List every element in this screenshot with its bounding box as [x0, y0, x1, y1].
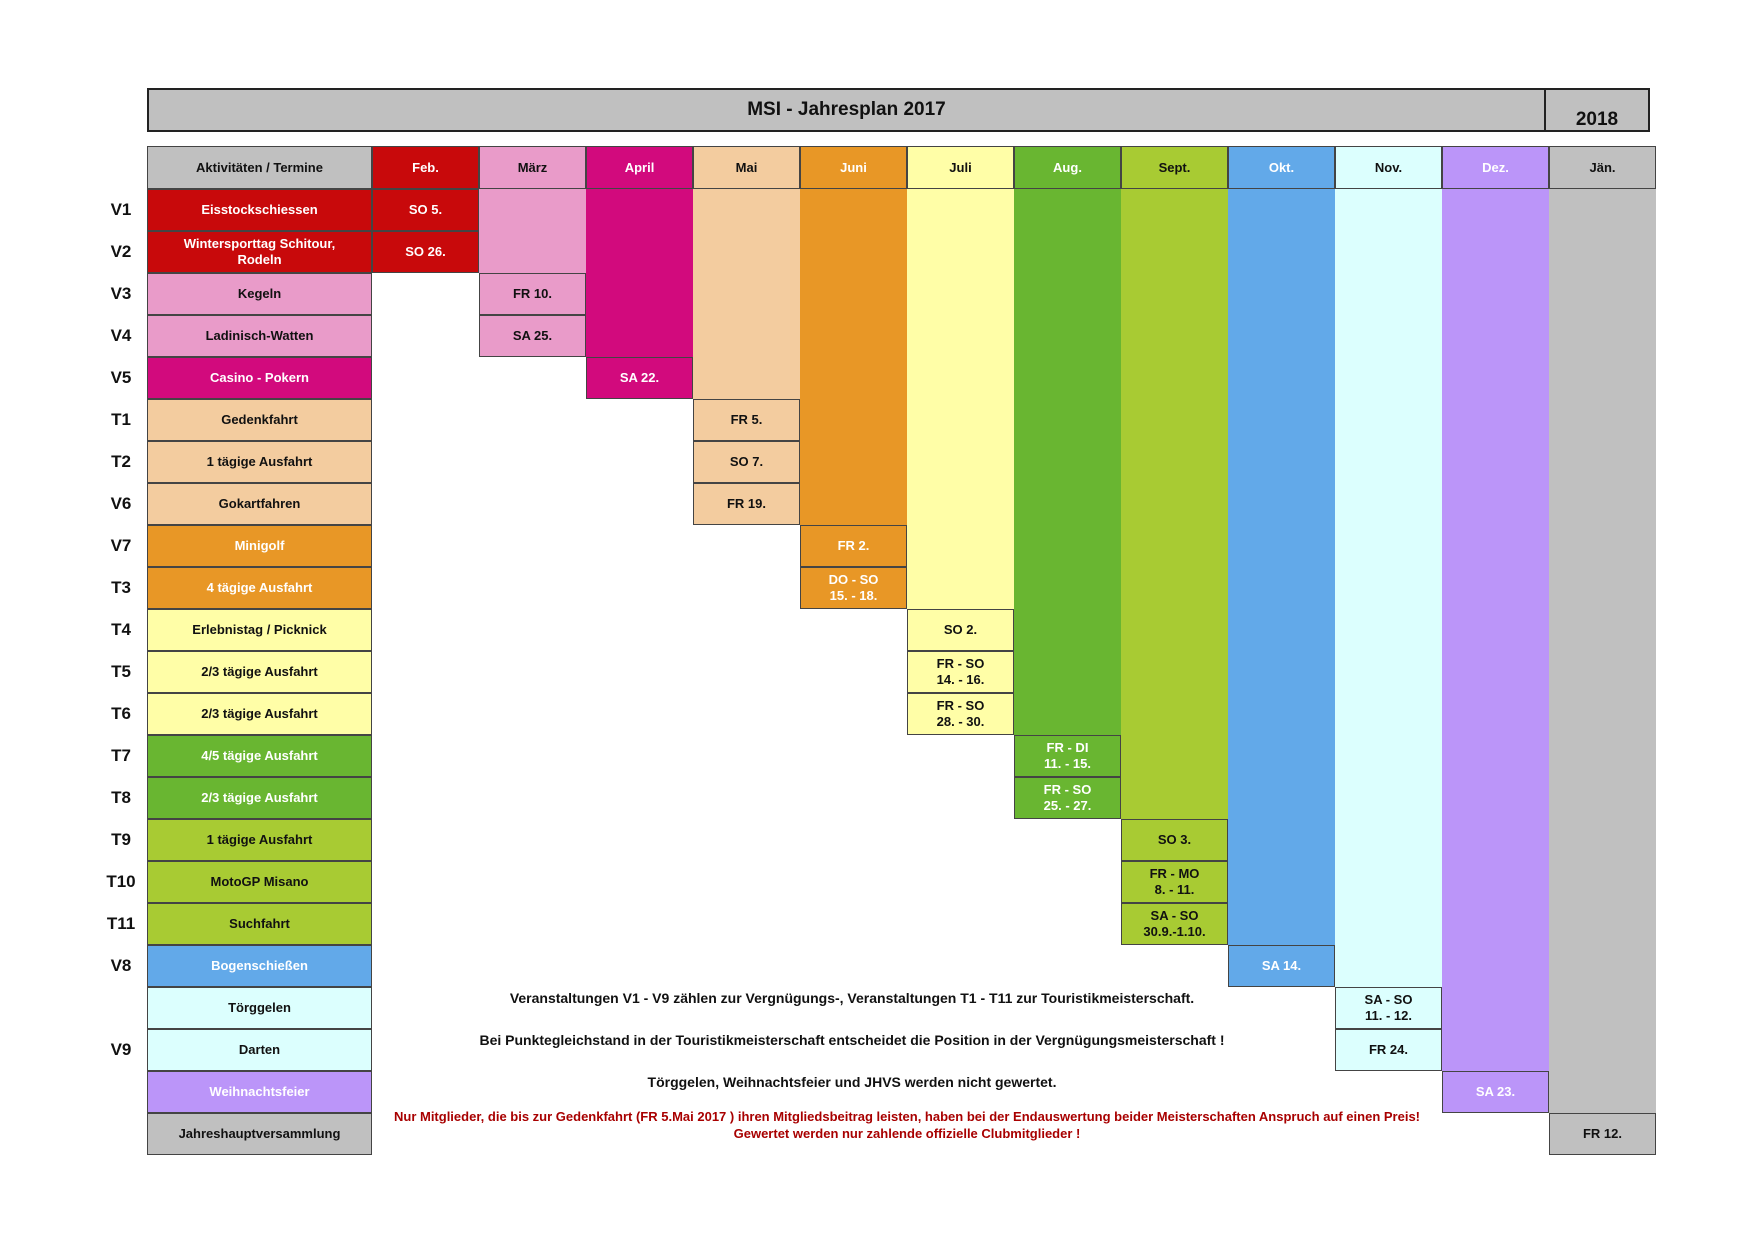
year-plan-table: MSI - Jahresplan 2017 2018 Aktivitäten /…: [147, 88, 1656, 1155]
event-code: V8: [110, 956, 132, 975]
activity-cell: Kegeln: [147, 273, 372, 315]
event-code: T6: [111, 704, 131, 723]
date-cell: SA - SO 30.9.-1.10.: [1121, 903, 1228, 945]
activity-cell: Casino - Pokern: [147, 357, 372, 399]
activity-cell: Darten: [147, 1029, 372, 1071]
month-band: [1549, 189, 1656, 1155]
date-cell: FR - SO 14. - 16.: [907, 651, 1014, 693]
event-code: T1: [111, 410, 131, 429]
activity-cell: Wintersporttag Schitour, Rodeln: [147, 231, 372, 273]
date-cell: SO 7.: [693, 441, 800, 483]
activity-cell: 2/3 tägige Ausfahrt: [147, 693, 372, 735]
event-code: V5: [110, 368, 132, 387]
event-code: T11: [106, 914, 136, 933]
date-cell: DO - SO 15. - 18.: [800, 567, 907, 609]
date-cell: SA 25.: [479, 315, 586, 357]
activity-cell: Törggelen: [147, 987, 372, 1029]
activity-cell: Minigolf: [147, 525, 372, 567]
activity-cell: Eisstockschiessen: [147, 189, 372, 231]
month-header: Juli: [907, 146, 1014, 189]
date-cell: FR - MO 8. - 11.: [1121, 861, 1228, 903]
activity-cell: Suchfahrt: [147, 903, 372, 945]
date-cell: FR 10.: [479, 273, 586, 315]
month-band: [1228, 189, 1335, 987]
activity-cell: 1 tägige Ausfahrt: [147, 441, 372, 483]
next-year-label: 2018: [1544, 88, 1650, 132]
month-header: Dez.: [1442, 146, 1549, 189]
month-header: Nov.: [1335, 146, 1442, 189]
activity-cell: Jahreshauptversammlung: [147, 1113, 372, 1155]
date-cell: FR - SO 28. - 30.: [907, 693, 1014, 735]
date-cell: SA 14.: [1228, 945, 1335, 987]
event-code: V3: [110, 284, 132, 303]
month-header: Feb.: [372, 146, 479, 189]
month-header: Aug.: [1014, 146, 1121, 189]
month-header: Sept.: [1121, 146, 1228, 189]
month-header: Mai: [693, 146, 800, 189]
not-scored-note: Törggelen, Weihnachtsfeier und JHVS werd…: [647, 1074, 1057, 1090]
activity-cell: 4 tägige Ausfahrt: [147, 567, 372, 609]
activity-cell: Bogenschießen: [147, 945, 372, 987]
date-cell: FR 2.: [800, 525, 907, 567]
activity-cell: Erlebnistag / Picknick: [147, 609, 372, 651]
date-cell: FR 12.: [1549, 1113, 1656, 1155]
date-cell: SA 22.: [586, 357, 693, 399]
event-code: V9: [110, 1040, 132, 1059]
date-cell: FR - DI 11. - 15.: [1014, 735, 1121, 777]
event-code: T7: [111, 746, 131, 765]
date-cell: FR 24.: [1335, 1029, 1442, 1071]
month-band: [1014, 189, 1121, 819]
event-code: T2: [111, 452, 131, 471]
month-band: [1442, 189, 1549, 1113]
plan-title: MSI - Jahresplan 2017: [147, 88, 1546, 132]
date-cell: SO 3.: [1121, 819, 1228, 861]
activity-cell: 4/5 tägige Ausfahrt: [147, 735, 372, 777]
date-cell: SO 5.: [372, 189, 479, 231]
member-eligibility-note: Nur Mitglieder, die bis zur Gedenkfahrt …: [393, 1109, 1421, 1141]
event-code: T5: [111, 662, 131, 681]
event-code: T9: [111, 830, 131, 849]
date-cell: FR 5.: [693, 399, 800, 441]
event-code: V4: [110, 326, 132, 345]
activity-cell: Gokartfahren: [147, 483, 372, 525]
event-code: T4: [111, 620, 131, 639]
scoring-note: Veranstaltungen V1 - V9 zählen zur Vergn…: [509, 990, 1195, 1006]
date-cell: SO 26.: [372, 231, 479, 273]
activity-cell: Gedenkfahrt: [147, 399, 372, 441]
date-cell: FR 19.: [693, 483, 800, 525]
activities-header: Aktivitäten / Termine: [147, 146, 372, 189]
event-code: V7: [110, 536, 132, 555]
date-cell: SA - SO 11. - 12.: [1335, 987, 1442, 1029]
tiebreak-note: Bei Punktegleichstand in der Touristikme…: [479, 1032, 1225, 1048]
event-code: V2: [110, 242, 132, 261]
activity-cell: 1 tägige Ausfahrt: [147, 819, 372, 861]
event-code: T8: [111, 788, 131, 807]
activity-cell: 2/3 tägige Ausfahrt: [147, 777, 372, 819]
activity-cell: Weihnachtsfeier: [147, 1071, 372, 1113]
date-cell: SO 2.: [907, 609, 1014, 651]
month-header: Okt.: [1228, 146, 1335, 189]
date-cell: SA 23.: [1442, 1071, 1549, 1113]
month-header: März: [479, 146, 586, 189]
activity-cell: 2/3 tägige Ausfahrt: [147, 651, 372, 693]
month-header: Juni: [800, 146, 907, 189]
activity-cell: Ladinisch-Watten: [147, 315, 372, 357]
date-cell: FR - SO 25. - 27.: [1014, 777, 1121, 819]
event-code: T10: [106, 872, 136, 891]
month-header: April: [586, 146, 693, 189]
month-header: Jän.: [1549, 146, 1656, 189]
event-code: V1: [110, 200, 132, 219]
event-code: V6: [110, 494, 132, 513]
event-code: T3: [111, 578, 131, 597]
month-band: [1335, 189, 1442, 1071]
activity-cell: MotoGP Misano: [147, 861, 372, 903]
